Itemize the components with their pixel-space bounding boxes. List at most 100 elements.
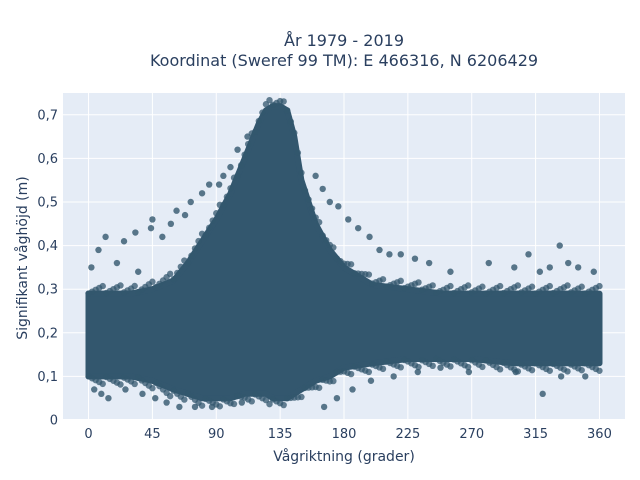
scatter-point (564, 368, 571, 375)
scatter-point (98, 390, 105, 398)
scatter-point (414, 368, 421, 376)
scatter-point (105, 395, 112, 402)
scatter-point (479, 363, 486, 371)
scatter-point (176, 403, 183, 411)
scatter-point (447, 268, 454, 275)
scatter-point (574, 264, 582, 271)
scatter-point (227, 163, 234, 171)
scatter-point (319, 232, 326, 239)
scatter-point (166, 392, 174, 400)
scatter-point (365, 271, 373, 278)
scatter-point (379, 276, 387, 283)
scatter-point (528, 283, 536, 290)
scatter-point (266, 96, 273, 104)
scatter-point (238, 399, 246, 406)
scatter-point (244, 133, 251, 140)
scatter-point (122, 386, 129, 393)
scatter-point (305, 196, 312, 203)
scatter-point (181, 211, 189, 219)
scatter-point (298, 393, 305, 401)
scatter-point (132, 229, 139, 236)
scatter-point (120, 238, 128, 245)
x-tick-label: 225 (395, 427, 420, 442)
scatter-point (354, 224, 362, 232)
scatter-point (464, 363, 472, 371)
scatter-point (88, 264, 95, 271)
scatter-point (149, 278, 156, 285)
scatter-point (259, 109, 266, 116)
scatter-point (91, 386, 98, 393)
scatter-point (135, 268, 142, 275)
scatter-point (397, 251, 404, 258)
scatter-point (578, 283, 585, 290)
scatter-point (220, 172, 227, 180)
scatter-point (213, 210, 220, 217)
scatter-point (216, 403, 224, 410)
scatter-point (173, 207, 180, 214)
scatter-point (149, 385, 156, 392)
scatter-point (335, 203, 342, 210)
scatter-point (117, 282, 124, 289)
scatter-points (88, 133, 597, 411)
y-tick-label: 0,2 (37, 326, 58, 341)
scatter-point (347, 261, 355, 268)
scatter-point (205, 181, 213, 188)
y-tick-label: 0,3 (37, 283, 58, 298)
scatter-point (390, 373, 397, 380)
scatter-point (294, 149, 302, 156)
x-tick-label: 180 (332, 427, 357, 442)
scatter-point (195, 237, 202, 245)
scatter-point (411, 255, 419, 262)
scatter-point (99, 380, 106, 388)
x-tick-label: 315 (523, 427, 548, 442)
scatter-point (512, 368, 519, 376)
scatter-point (198, 402, 206, 409)
scatter-point (330, 377, 337, 385)
y-tick-label: 0 (50, 414, 58, 429)
scatter-point (184, 259, 192, 267)
scatter-point (152, 395, 159, 402)
scatter-point (188, 252, 195, 259)
scatter-point (215, 181, 223, 188)
scatter-point (230, 400, 238, 408)
x-tick-label: 270 (459, 427, 484, 442)
scatter-point (266, 400, 273, 408)
scatter-point (564, 282, 571, 289)
scatter-point (546, 264, 553, 271)
scatter-point (514, 282, 522, 289)
scatter-point (131, 380, 138, 388)
scatter-point (347, 370, 355, 378)
scatter-point (485, 259, 492, 267)
scatter-point (312, 214, 319, 221)
scatter-point (159, 233, 166, 241)
scatter-point (447, 282, 454, 290)
scatter-point (291, 129, 298, 137)
scatter-point (539, 390, 546, 398)
x-axis-tick-labels: 0 45 90 135 180 225 270 315 360 (84, 427, 611, 442)
scatter-point (365, 368, 373, 376)
y-axis-tick-labels: 0 0,1 0,2 0,3 0,4 0,5 0,6 0,7 (37, 108, 58, 428)
scatter-point (245, 140, 252, 148)
scatter-point (187, 198, 194, 206)
x-tick-label: 0 (84, 427, 92, 442)
scatter-point (557, 373, 565, 380)
scatter-point (511, 264, 518, 271)
scatter-point (315, 219, 323, 226)
scatter-point (582, 373, 589, 380)
scatter-point (386, 251, 393, 258)
scatter-point (528, 366, 536, 374)
scatter-point (301, 187, 309, 194)
chart-title-line-1: År 1979 - 2019 (284, 31, 404, 50)
scatter-point (429, 362, 436, 370)
scatter-point (590, 268, 597, 275)
scatter-point (525, 251, 532, 258)
y-tick-label: 0,4 (37, 239, 58, 254)
scatter-point (234, 172, 241, 180)
scatter-point (397, 364, 404, 371)
scatter-point (308, 205, 316, 212)
scatter-point (333, 395, 341, 402)
scatter-point (546, 367, 553, 374)
scatter-point (220, 201, 227, 209)
scatter-point (223, 193, 231, 200)
scatter-point (429, 282, 436, 289)
